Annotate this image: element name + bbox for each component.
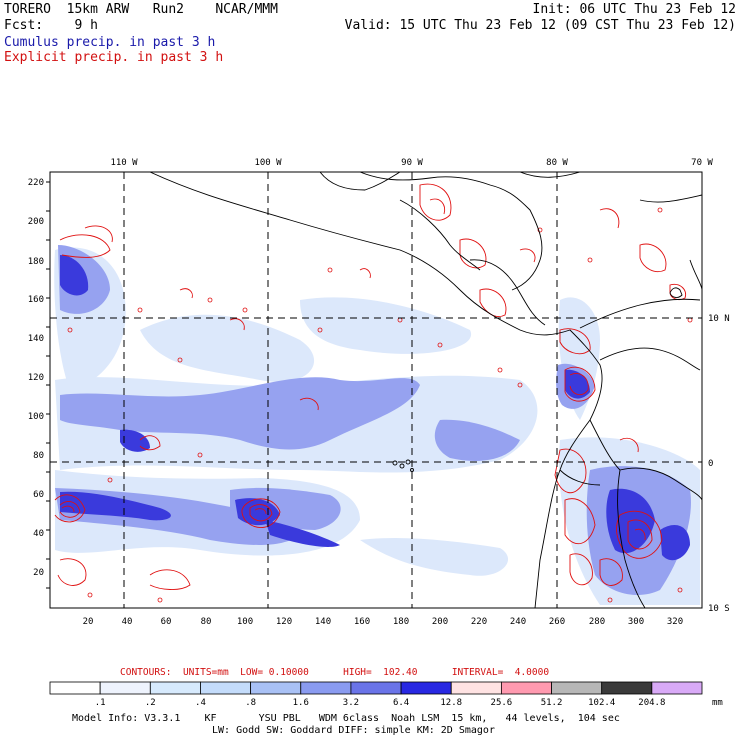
colorbar-swatch — [651, 681, 703, 695]
y-tick-120: 120 — [28, 373, 44, 383]
coastlines — [149, 172, 702, 608]
colorbar-label: 25.6 — [491, 698, 513, 708]
lat-label-10n: 10 N — [708, 314, 730, 324]
x-tick-220: 220 — [471, 617, 487, 627]
colorbar-label: 204.8 — [638, 698, 665, 708]
latitude-labels: 10 N 0 10 S — [708, 314, 730, 614]
x-tick-280: 280 — [589, 617, 605, 627]
x-tick-100: 100 — [237, 617, 253, 627]
colorbar-label: .1 — [95, 698, 106, 708]
lon-label-110w: 110 W — [110, 158, 138, 168]
x-tick-300: 300 — [628, 617, 644, 627]
lon-label-80w: 80 W — [546, 158, 568, 168]
model-title: TORERO 15km ARW Run2 NCAR/MMM — [4, 2, 278, 17]
colorbar-swatch — [149, 681, 201, 695]
y-tick-140: 140 — [28, 334, 44, 344]
model-info-line1: Model Info: V3.3.1 KF YSU PBL WDM 6class… — [72, 713, 620, 724]
graticule — [50, 172, 702, 608]
colorbar-swatch — [250, 681, 302, 695]
contours-legend: CONTOURS: UNITS=mm LOW= 0.10000 HIGH= 10… — [120, 667, 549, 678]
x-tick-80: 80 — [201, 617, 212, 627]
colorbar-label: 51.2 — [541, 698, 563, 708]
colorbar-swatch — [99, 681, 151, 695]
explicit-precip-contours — [54, 183, 687, 590]
valid-time: Valid: 15 UTC Thu 23 Feb 12 (09 CST Thu … — [344, 18, 736, 33]
colorbar-swatch — [500, 681, 552, 695]
explicit-legend-label: Explicit precip. in past 3 h — [4, 50, 224, 65]
colorbar-label: 6.4 — [393, 698, 409, 708]
y-tick-60: 60 — [33, 490, 44, 500]
x-tick-260: 260 — [549, 617, 565, 627]
x-tick-320: 320 — [667, 617, 683, 627]
x-tick-60: 60 — [161, 617, 172, 627]
colorbar-labels: .1 .2 .4 .8 1.6 3.2 6.4 12.8 25.6 51.2 102.4 204.8 — [95, 698, 666, 708]
colorbar-swatch — [49, 681, 101, 695]
colorbar-swatch — [400, 681, 452, 695]
model-info-line2: LW: Godd SW: Goddard DIFF: simple KM: 2D… — [212, 725, 495, 736]
lon-label-90w: 90 W — [401, 158, 423, 168]
y-tick-180: 180 — [28, 257, 44, 267]
contours-low: LOW= 0.10000 — [240, 667, 309, 678]
lat-label-10s: 10 S — [708, 604, 730, 614]
contours-label: CONTOURS: — [120, 667, 172, 678]
y-tick-160: 160 — [28, 295, 44, 305]
x-tick-180: 180 — [393, 617, 409, 627]
colorbar: .1.2.4.8 1.6 3.2 6.4 12.8 25.6 51.2 102.4 204.8 … — [49, 681, 723, 708]
colorbar-swatch — [200, 681, 252, 695]
forecast-hour: Fcst: 9 h — [4, 18, 98, 33]
x-tick-160: 160 — [354, 617, 370, 627]
longitude-labels: 110 W 100 W 90 W 80 W 70 W — [110, 158, 713, 168]
y-tick-200: 200 — [28, 217, 44, 227]
cumulus-legend-label: Cumulus precip. in past 3 h — [4, 35, 216, 50]
colorbar-swatch — [300, 681, 352, 695]
colorbar-label: 102.4 — [588, 698, 615, 708]
colorbar-swatch — [450, 681, 502, 695]
colorbar-swatch — [601, 681, 653, 695]
colorbar-unit: mm — [712, 698, 723, 708]
colorbar-label: .8 — [245, 698, 256, 708]
x-tick-120: 120 — [276, 617, 292, 627]
y-tick-220: 220 — [28, 178, 44, 188]
colorbar-label: 3.2 — [343, 698, 359, 708]
y-tick-100: 100 — [28, 412, 44, 422]
colorbar-label: .2 — [145, 698, 156, 708]
contours-high: HIGH= 102.40 — [343, 667, 418, 678]
contours-interval: INTERVAL= 4.0000 — [451, 667, 550, 678]
init-time: Init: 06 UTC Thu 23 Feb 12 — [532, 2, 737, 17]
x-tick-40: 40 — [122, 617, 133, 627]
contours-units: UNITS=mm — [182, 667, 229, 678]
y-tick-labels: 220 200 180 160 140 120 100 80 60 40 20 — [28, 178, 44, 578]
y-tick-20: 20 — [33, 568, 44, 578]
x-tick-240: 240 — [510, 617, 526, 627]
colorbar-label: .4 — [195, 698, 206, 708]
colorbar-swatch — [551, 681, 603, 695]
colorbar-label: 12.8 — [440, 698, 462, 708]
colorbar-swatch — [350, 681, 402, 695]
lon-label-100w: 100 W — [254, 158, 282, 168]
colorbar-label: 1.6 — [293, 698, 309, 708]
map-frame — [49, 171, 703, 609]
lon-label-70w: 70 W — [691, 158, 713, 168]
lat-label-0: 0 — [708, 459, 713, 469]
x-tick-200: 200 — [432, 617, 448, 627]
axis-ticks — [46, 181, 50, 589]
colorbar-swatches — [49, 681, 703, 695]
y-tick-40: 40 — [33, 529, 44, 539]
y-tick-80: 80 — [33, 451, 44, 461]
x-tick-140: 140 — [315, 617, 331, 627]
x-tick-20: 20 — [83, 617, 94, 627]
x-tick-labels: 20 40 60 80 100 120 140 160 180 200 220 … — [83, 617, 684, 627]
